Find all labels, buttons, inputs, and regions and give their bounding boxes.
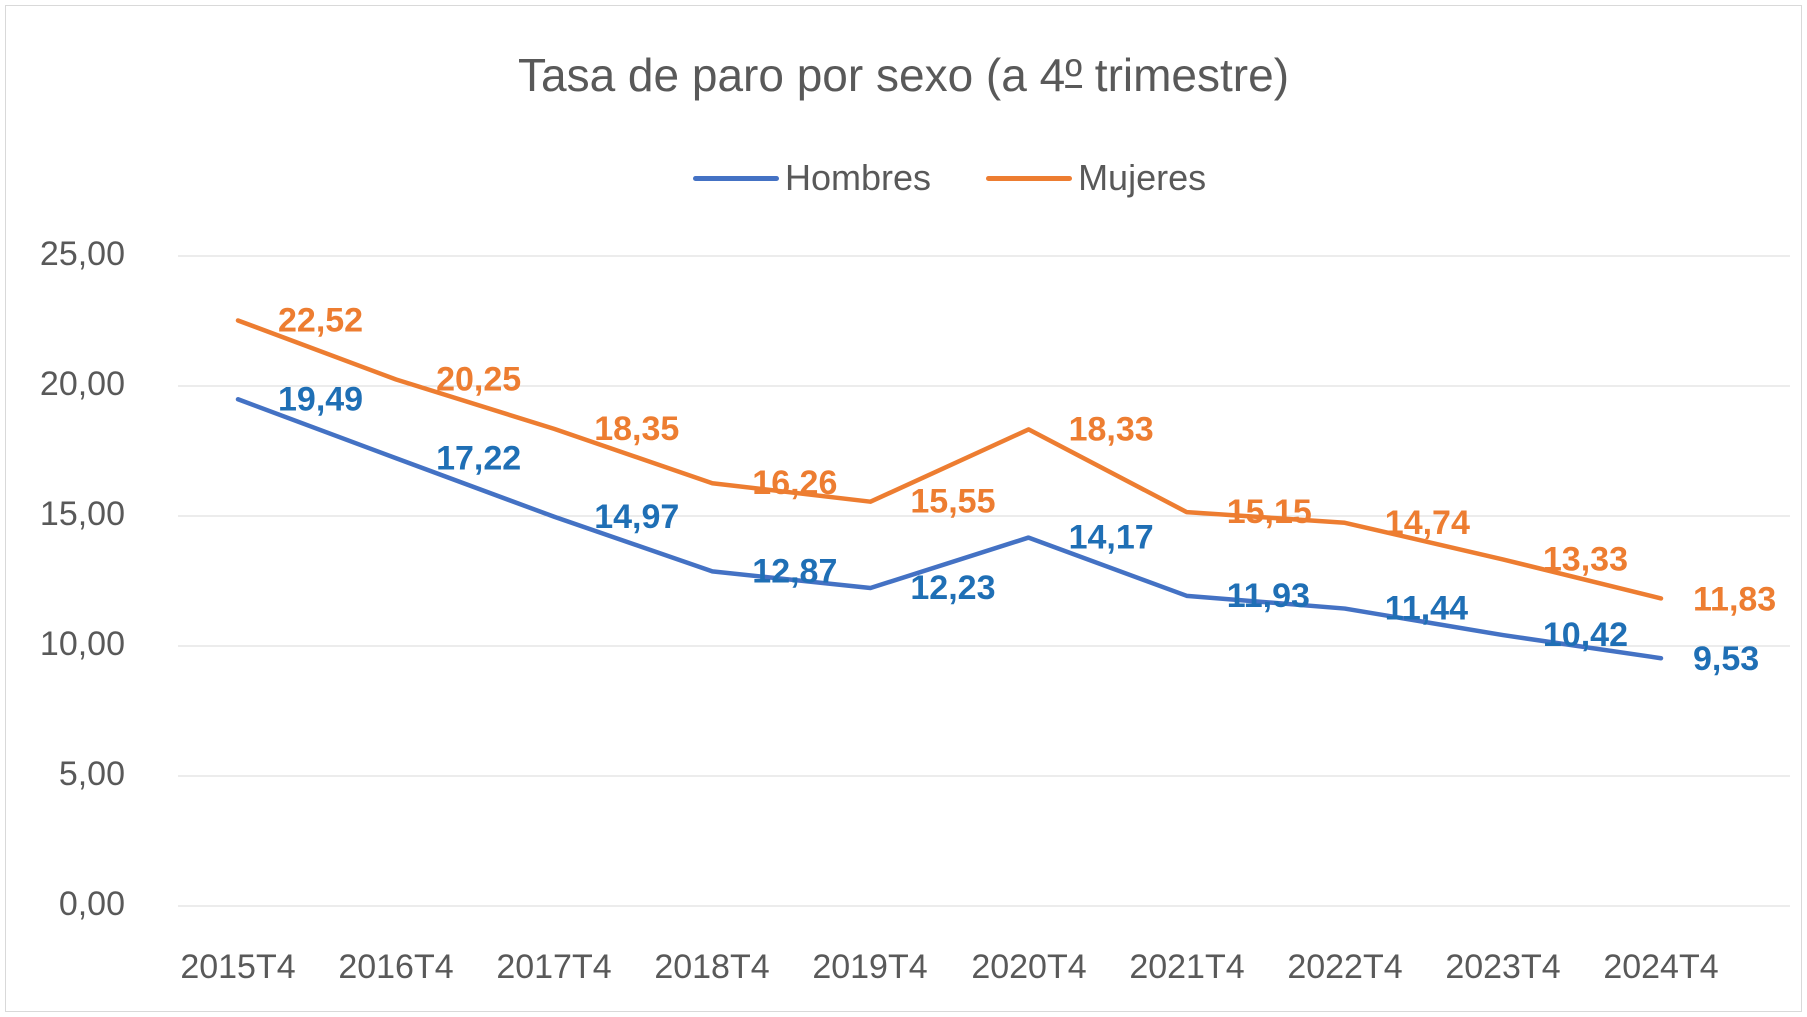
svg-text:14,74: 14,74 [1385,504,1470,542]
svg-text:22,52: 22,52 [278,302,363,340]
svg-text:11,93: 11,93 [1227,577,1310,615]
svg-text:2020T4: 2020T4 [971,948,1086,986]
svg-text:5,00: 5,00 [59,755,125,793]
svg-text:11,83: 11,83 [1693,580,1776,618]
svg-text:18,35: 18,35 [594,410,679,448]
svg-text:20,00: 20,00 [40,365,125,403]
svg-text:2021T4: 2021T4 [1129,948,1244,986]
svg-text:13,33: 13,33 [1543,540,1628,578]
svg-text:2023T4: 2023T4 [1445,948,1560,986]
svg-text:15,15: 15,15 [1227,493,1312,531]
svg-text:16,26: 16,26 [752,464,837,502]
svg-text:2016T4: 2016T4 [338,948,453,986]
svg-text:15,55: 15,55 [910,483,995,521]
svg-text:2018T4: 2018T4 [654,948,769,986]
svg-text:0,00: 0,00 [59,885,125,923]
svg-text:12,23: 12,23 [910,569,995,607]
svg-text:2024T4: 2024T4 [1603,948,1718,986]
svg-text:17,22: 17,22 [436,439,521,477]
svg-text:2019T4: 2019T4 [812,948,927,986]
svg-text:9,53: 9,53 [1693,640,1759,678]
svg-text:19,49: 19,49 [278,380,363,418]
svg-text:10,00: 10,00 [40,625,125,663]
svg-text:14,97: 14,97 [594,498,679,536]
svg-text:2022T4: 2022T4 [1287,948,1402,986]
svg-text:20,25: 20,25 [436,361,521,399]
svg-text:10,42: 10,42 [1543,616,1628,654]
svg-text:14,17: 14,17 [1069,519,1154,557]
svg-text:11,44: 11,44 [1385,590,1468,628]
svg-text:25,00: 25,00 [40,235,125,273]
svg-text:2017T4: 2017T4 [496,948,611,986]
svg-text:2015T4: 2015T4 [180,948,295,986]
svg-text:12,87: 12,87 [752,552,837,590]
svg-text:18,33: 18,33 [1069,410,1154,448]
svg-text:15,00: 15,00 [40,495,125,533]
